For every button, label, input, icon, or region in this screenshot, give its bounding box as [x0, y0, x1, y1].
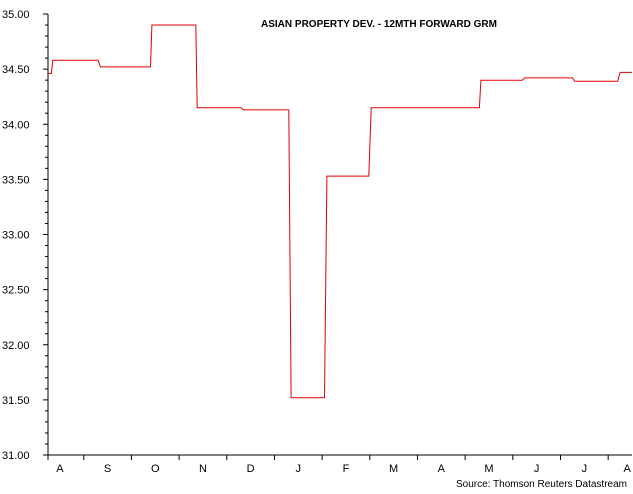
x-tick-label: F — [343, 463, 350, 475]
y-tick-label: 32.50 — [2, 285, 30, 297]
source-note: Source: Thomson Reuters Datastream — [456, 479, 627, 490]
x-tick-label: A — [56, 463, 64, 475]
y-axis: 31.00 31.50 32.00 32.50 33.00 33.50 34.00 34.50… — [2, 9, 49, 462]
y-tick-label: 34.50 — [2, 64, 30, 76]
x-tick-label: J — [296, 463, 302, 475]
y-tick-label: 31.50 — [2, 395, 30, 407]
x-tick-label: A — [438, 463, 446, 475]
y-tick-label: 33.50 — [2, 174, 30, 186]
x-tick-label: M — [389, 463, 398, 475]
chart-title: ASIAN PROPERTY DEV. - 12MTH FORWARD GRM — [261, 19, 497, 30]
series-line — [48, 24, 632, 399]
y-tick-label: 34.00 — [2, 119, 30, 131]
y-tick-label: 31.00 — [2, 450, 30, 462]
x-tick-label: S — [104, 463, 111, 475]
x-tick-label: J — [582, 463, 588, 475]
y-tick-label: 35.00 — [2, 9, 30, 21]
y-tick-label: 32.00 — [2, 340, 30, 352]
y-tick-label: 33.00 — [2, 230, 30, 242]
x-tick-label: A — [624, 463, 632, 475]
x-tick-label: D — [247, 463, 255, 475]
x-tick-label: J — [534, 463, 540, 475]
series-group — [48, 24, 632, 399]
x-tick-label: N — [199, 463, 207, 475]
x-tick-label: M — [484, 463, 493, 475]
x-tick-label: O — [151, 463, 160, 475]
